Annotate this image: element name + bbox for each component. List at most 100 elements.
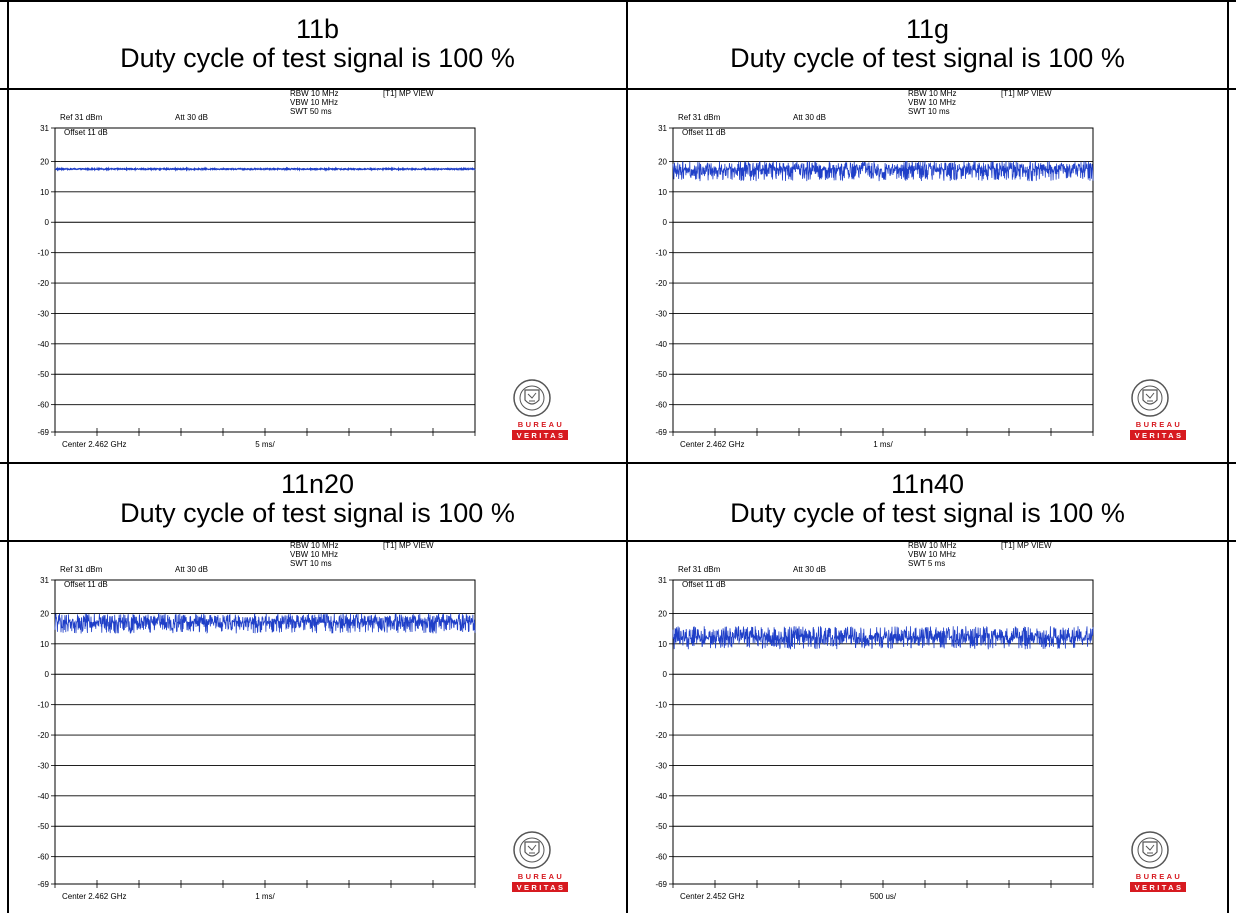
logo-word-top-bg — [512, 420, 568, 429]
y-tick-label: -69 — [655, 880, 667, 889]
bureau-veritas-logo: BUREAU VERITAS — [512, 831, 568, 892]
y-tick-label: -40 — [37, 792, 49, 801]
logo-emblem — [1145, 392, 1155, 402]
measurement-trace — [672, 160, 1094, 182]
plot-frame — [54, 127, 476, 433]
logo-word-veritas: VERITAS — [1135, 883, 1184, 892]
vbw-label: VBW 10 MHz — [908, 98, 956, 107]
y-tick-label: 0 — [45, 218, 50, 227]
logo-word-veritas: VERITAS — [1135, 431, 1184, 440]
logo-word-bottom-bg — [512, 430, 568, 440]
rbw-label: RBW 10 MHz — [290, 90, 338, 98]
attenuation-label: Att 30 dB — [793, 113, 826, 122]
attenuation-label: Att 30 dB — [793, 565, 826, 574]
attenuation-label: Att 30 dB — [175, 113, 208, 122]
y-tick-label: -10 — [37, 701, 49, 710]
mode-title: 11g — [905, 14, 950, 44]
duty-cycle-text: Duty cycle of test signal is 100 % — [120, 43, 515, 73]
mode-title: 11b — [295, 14, 340, 44]
center-frequency-label: Center 2.462 GHz — [62, 892, 126, 901]
y-tick-label: -30 — [655, 309, 667, 318]
y-tick-label: -60 — [655, 401, 667, 410]
y-tick-label: -60 — [655, 853, 667, 862]
table-border-top — [0, 0, 1236, 2]
rbw-label: RBW 10 MHz — [290, 542, 338, 550]
logo-emblem — [1145, 844, 1155, 854]
trace-view-label: [T1] MP VIEW — [383, 90, 434, 98]
logo-word-top-bg — [1130, 420, 1186, 429]
logo-shield — [524, 389, 540, 405]
logo-word-bottom-bg — [512, 882, 568, 892]
swt-label: SWT 10 ms — [908, 107, 950, 116]
logo-word-bureau: BUREAU — [1136, 420, 1182, 429]
spectrum-plot-11n20: RBW 10 MHz VBW 10 MHz SWT 10 ms [T1] MP VIE… — [20, 542, 568, 910]
vbw-label: VBW 10 MHz — [908, 550, 956, 559]
spectrum-plot-11b: RBW 10 MHz VBW 10 MHz SWT 50 ms [T1] MP VIE… — [20, 90, 568, 458]
logo-emblem — [527, 844, 537, 854]
sweep-division-label: 1 ms/ — [255, 892, 275, 901]
logo-word-top-bg — [512, 872, 568, 881]
y-tick-label: -40 — [37, 340, 49, 349]
y-tick-label: 20 — [40, 157, 49, 166]
measurement-trace — [54, 612, 476, 635]
y-tick-label: -20 — [655, 731, 667, 740]
offset-label: Offset 11 dB — [64, 580, 108, 589]
rbw-label: RBW 10 MHz — [908, 542, 956, 550]
vbw-label: VBW 10 MHz — [290, 550, 338, 559]
y-tick-label: -10 — [37, 249, 49, 258]
bureau-veritas-logo: BUREAU VERITAS — [512, 379, 568, 440]
y-tick-label: 20 — [658, 157, 667, 166]
duty-cycle-text: Duty cycle of test signal is 100 % — [120, 498, 515, 528]
y-tick-label: 31 — [658, 124, 667, 133]
y-tick-label: 10 — [658, 188, 667, 197]
logo-word-veritas: VERITAS — [517, 431, 566, 440]
bureau-veritas-logo: BUREAU VERITAS — [1130, 379, 1186, 440]
table-border-row3 — [0, 540, 1236, 542]
y-tick-label: 20 — [658, 609, 667, 618]
y-tick-label: -40 — [655, 792, 667, 801]
mode-title: 11n20 — [280, 469, 355, 499]
trace-view-label: [T1] MP VIEW — [1001, 90, 1052, 98]
logo-shield — [1142, 389, 1158, 405]
y-tick-label: 10 — [658, 640, 667, 649]
sweep-division-label: 5 ms/ — [255, 440, 275, 449]
rbw-label: RBW 10 MHz — [908, 90, 956, 98]
y-tick-label: -30 — [655, 761, 667, 770]
cell-title-11n40: 11n40 Duty cycle of test signal is 100 % — [628, 470, 1227, 528]
logo-word-bottom-bg — [1130, 430, 1186, 440]
table-border-row2 — [0, 462, 1236, 464]
swt-label: SWT 10 ms — [290, 559, 332, 568]
y-tick-label: -50 — [655, 370, 667, 379]
y-tick-label: 10 — [40, 640, 49, 649]
logo-shield — [524, 841, 540, 857]
y-tick-label: -40 — [655, 340, 667, 349]
y-tick-label: -69 — [37, 880, 49, 889]
logo-word-veritas: VERITAS — [517, 883, 566, 892]
y-tick-label: 20 — [40, 609, 49, 618]
logo-word-bureau: BUREAU — [518, 420, 564, 429]
sweep-division-label: 1 ms/ — [873, 440, 893, 449]
mode-title: 11n40 — [890, 469, 965, 499]
y-tick-label: 31 — [40, 124, 49, 133]
y-tick-label: -10 — [655, 249, 667, 258]
vbw-label: VBW 10 MHz — [290, 98, 338, 107]
logo-word-bureau: BUREAU — [518, 872, 564, 881]
swt-label: SWT 5 ms — [908, 559, 945, 568]
offset-label: Offset 11 dB — [64, 128, 108, 137]
y-tick-label: 0 — [45, 670, 50, 679]
table-border-middle — [626, 0, 628, 913]
cell-title-11n20: 11n20 Duty cycle of test signal is 100 % — [9, 470, 626, 528]
y-tick-label: 31 — [658, 576, 667, 585]
y-tick-label: 10 — [40, 188, 49, 197]
logo-word-bureau: BUREAU — [1136, 872, 1182, 881]
y-tick-label: -69 — [37, 428, 49, 437]
y-tick-label: -69 — [655, 428, 667, 437]
duty-cycle-text: Duty cycle of test signal is 100 % — [730, 498, 1125, 528]
spectrum-plot-11g: RBW 10 MHz VBW 10 MHz SWT 10 ms [T1] MP VIE… — [638, 90, 1186, 458]
y-tick-label: -20 — [37, 279, 49, 288]
spectrum-plot-11n40: RBW 10 MHz VBW 10 MHz SWT 5 ms [T1] MP VIEW… — [638, 542, 1186, 910]
